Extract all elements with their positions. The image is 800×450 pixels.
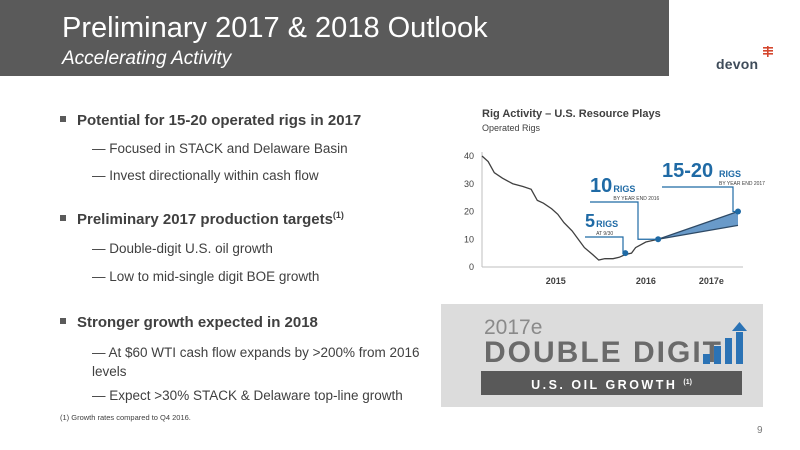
bullet-2018: Stronger growth expected in 2018 (60, 314, 318, 331)
y-tick-label: 0 (469, 262, 474, 272)
panel-label: U.S. OIL GROWTH (1) (481, 371, 742, 395)
y-tick-label: 30 (464, 179, 474, 189)
chart-title: Rig Activity – U.S. Resource Plays (482, 108, 661, 120)
page-subtitle: Accelerating Activity (62, 48, 232, 69)
bullet-text: Potential for 15-20 operated rigs in 201… (77, 112, 362, 129)
sub-bullet-text: At $60 WTI cash flow expands by >200% fr… (92, 345, 420, 379)
header-banner (0, 0, 669, 76)
sub-bullet: — Focused in STACK and Delaware Basin (92, 141, 348, 156)
page-title: Preliminary 2017 & 2018 Outlook (62, 12, 488, 44)
sub-bullet-text: Low to mid-single digit BOE growth (109, 269, 320, 284)
bar-chart-up-icon (703, 322, 747, 364)
callout-value: 10 (590, 175, 612, 197)
sub-bullet-text: Double-digit U.S. oil growth (109, 241, 273, 256)
sub-bullet: — Expect >30% STACK & Delaware top-line … (92, 388, 403, 403)
callout-leader (590, 201, 659, 240)
callout-note: AT 9/30 (596, 231, 613, 237)
footnote: (1) Growth rates compared to Q4 2016. (60, 413, 191, 422)
rig-callout: 15-20 RIGS BY YEAR END 2017 (662, 160, 765, 213)
callout-leader (585, 236, 626, 254)
bullet-text: Stronger growth expected in 2018 (77, 314, 318, 331)
sub-bullet-text: Invest directionally within cash flow (109, 168, 319, 183)
panel-label-bar: U.S. OIL GROWTH (1) (481, 371, 742, 395)
panel-headline: DOUBLE DIGIT (484, 336, 723, 369)
panel-label-text: U.S. OIL GROWTH (531, 378, 678, 393)
x-tick-label: 2017e (699, 276, 724, 286)
callout-value: 15-20 (662, 160, 713, 182)
bullet-rigs: Potential for 15-20 operated rigs in 201… (60, 112, 361, 129)
callout-note: BY YEAR END 2016 (613, 196, 659, 202)
page-number: 9 (757, 425, 763, 436)
callout-unit: RIGS (613, 184, 635, 194)
bullet-production: Preliminary 2017 production targets(1) (60, 210, 344, 228)
chart-subtitle: Operated Rigs (482, 123, 541, 133)
devon-logo: devon (716, 44, 776, 74)
sub-bullet: — Low to mid-single digit BOE growth (92, 269, 320, 284)
panel-year: 2017e (484, 316, 543, 339)
sub-bullet-text: Expect >30% STACK & Delaware top-line gr… (109, 388, 403, 403)
rig-count-line (481, 155, 659, 261)
x-tick-label: 2015 (546, 276, 566, 286)
sub-bullet: — Invest directionally within cash flow (92, 168, 319, 183)
sub-bullet: — At $60 WTI cash flow expands by >200% … (92, 345, 420, 379)
x-tick-label: 2016 (636, 276, 656, 286)
sub-bullet: — Double-digit U.S. oil growth (92, 241, 273, 256)
footnote-ref: (1) (332, 210, 344, 220)
bullet-marker (60, 215, 66, 221)
bullet-text: Preliminary 2017 production targets (77, 211, 333, 228)
logo-mark-icon (763, 46, 773, 57)
logo-text: devon (716, 56, 759, 72)
callout-unit: RIGS (596, 219, 618, 229)
y-tick-label: 10 (464, 234, 474, 244)
y-tick-label: 20 (464, 207, 474, 217)
bullet-marker (60, 116, 66, 122)
projection-band (658, 211, 738, 240)
callout-value: 5 (585, 211, 595, 231)
callout-note: BY YEAR END 2017 (719, 181, 765, 187)
callout-leader (662, 186, 738, 213)
panel-footnote-ref: (1) (683, 379, 692, 386)
bullet-marker (60, 318, 66, 324)
callout-unit: RIGS (719, 169, 741, 179)
y-tick-label: 40 (464, 151, 474, 161)
projection-high-line (657, 210, 739, 240)
rig-callout: 5 RIGS AT 9/30 (585, 211, 626, 254)
projection-low-line (658, 224, 739, 240)
sub-bullet-text: Focused in STACK and Delaware Basin (109, 141, 348, 156)
